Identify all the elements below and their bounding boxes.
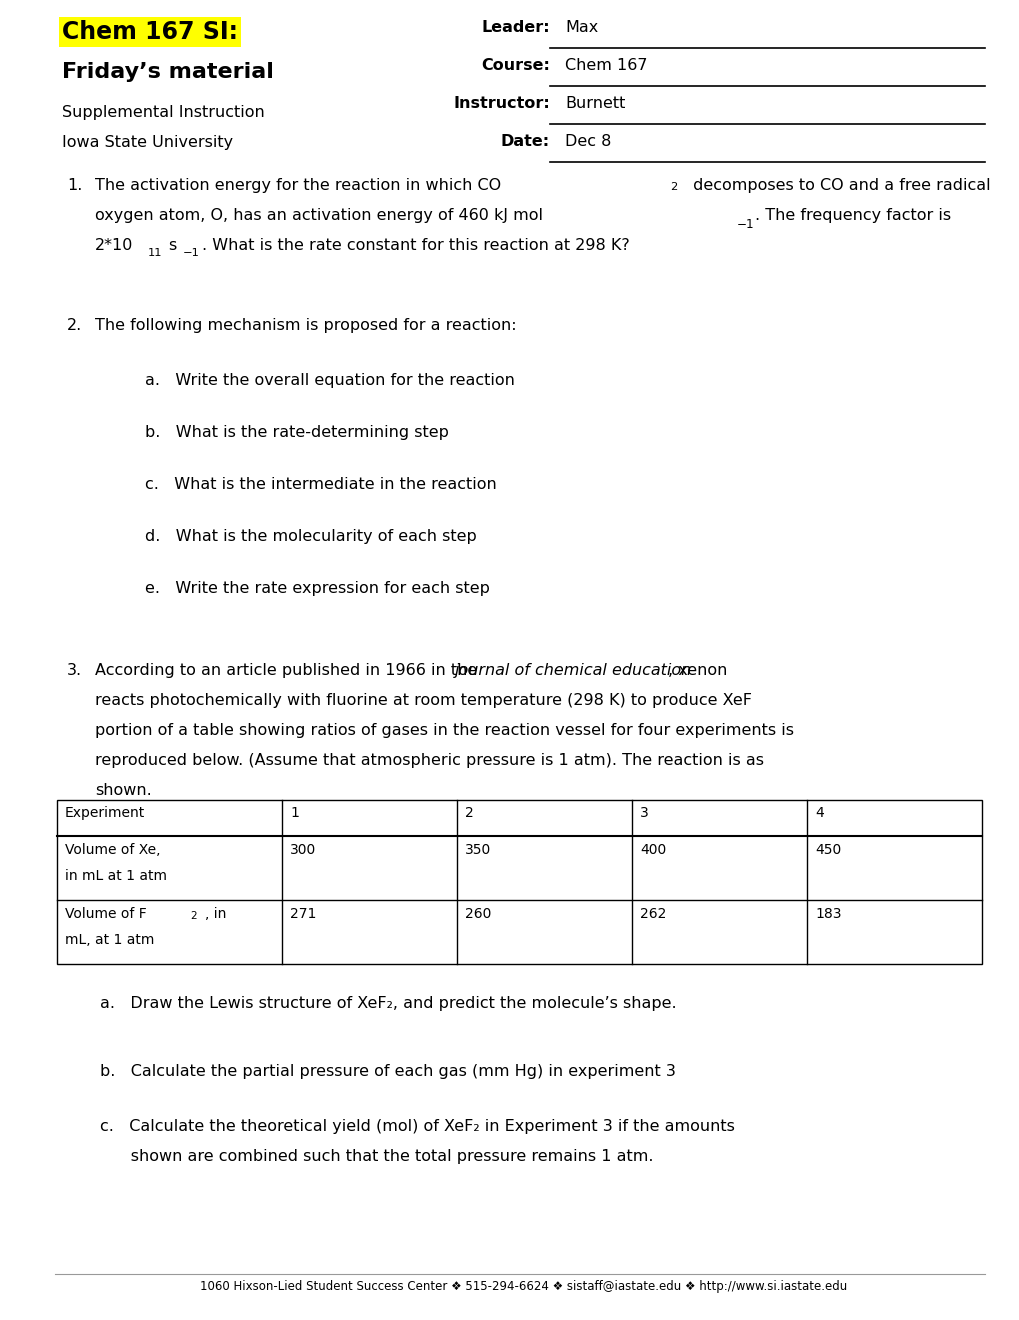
Text: 3.: 3. (67, 663, 83, 678)
Text: 2: 2 (669, 182, 677, 191)
Text: Experiment: Experiment (65, 807, 145, 820)
Text: s: s (168, 238, 176, 253)
Text: 2: 2 (465, 807, 473, 820)
Text: Max: Max (565, 20, 598, 36)
Text: 2: 2 (190, 911, 197, 921)
Text: b.   What is the rate-determining step: b. What is the rate-determining step (145, 425, 448, 440)
Text: . What is the rate constant for this reaction at 298 K?: . What is the rate constant for this rea… (202, 238, 629, 253)
Text: −1: −1 (182, 248, 200, 257)
Text: decomposes to CO and a free radical: decomposes to CO and a free radical (688, 178, 989, 193)
Text: Friday’s material: Friday’s material (62, 62, 274, 82)
Text: a.   Write the overall equation for the reaction: a. Write the overall equation for the re… (145, 374, 515, 388)
Text: a.   Draw the Lewis structure of XeF₂, and predict the molecule’s shape.: a. Draw the Lewis structure of XeF₂, and… (100, 997, 676, 1011)
Text: shown are combined such that the total pressure remains 1 atm.: shown are combined such that the total p… (100, 1148, 653, 1164)
Text: portion of a table showing ratios of gases in the reaction vessel for four exper: portion of a table showing ratios of gas… (95, 723, 793, 738)
Text: c.   What is the intermediate in the reaction: c. What is the intermediate in the react… (145, 477, 496, 492)
Text: 1: 1 (289, 807, 299, 820)
Text: 1060 Hixson-Lied Student Success Center ❖ 515-294-6624 ❖ sistaff@iastate.edu ❖ h: 1060 Hixson-Lied Student Success Center … (200, 1280, 847, 1294)
Text: 4: 4 (814, 807, 823, 820)
Text: Iowa State University: Iowa State University (62, 135, 233, 150)
Text: 183: 183 (814, 907, 841, 921)
Text: mL, at 1 atm: mL, at 1 atm (65, 933, 154, 946)
Text: Chem 167 SI:: Chem 167 SI: (62, 20, 237, 44)
Text: d.   What is the molecularity of each step: d. What is the molecularity of each step (145, 529, 476, 544)
Text: The following mechanism is proposed for a reaction:: The following mechanism is proposed for … (95, 318, 516, 333)
Bar (57, 800, 981, 964)
Text: Leader:: Leader: (481, 20, 549, 36)
Text: reacts photochemically with fluorine at room temperature (298 K) to produce XeF: reacts photochemically with fluorine at … (95, 693, 751, 708)
Text: The activation energy for the reaction in which CO: The activation energy for the reaction i… (95, 178, 500, 193)
Text: . The frequency factor is: . The frequency factor is (754, 209, 950, 223)
Text: 400: 400 (639, 843, 665, 857)
Text: journal of chemical education: journal of chemical education (454, 663, 692, 678)
Text: 350: 350 (465, 843, 491, 857)
Text: 11: 11 (148, 248, 162, 257)
Text: According to an article published in 1966 in the: According to an article published in 196… (95, 663, 482, 678)
Text: c.   Calculate the theoretical yield (mol) of XeF₂ in Experiment 3 if the amount: c. Calculate the theoretical yield (mol)… (100, 1119, 734, 1134)
Text: b.   Calculate the partial pressure of each gas (mm Hg) in experiment 3: b. Calculate the partial pressure of eac… (100, 1064, 676, 1078)
Text: shown.: shown. (95, 783, 152, 799)
Text: oxygen atom, O, has an activation energy of 460 kJ mol: oxygen atom, O, has an activation energy… (95, 209, 542, 223)
Text: reproduced below. (Assume that atmospheric pressure is 1 atm). The reaction is a: reproduced below. (Assume that atmospher… (95, 752, 763, 768)
Text: 450: 450 (814, 843, 841, 857)
Text: 271: 271 (289, 907, 316, 921)
Text: in mL at 1 atm: in mL at 1 atm (65, 869, 167, 883)
Text: 262: 262 (639, 907, 665, 921)
Text: Supplemental Instruction: Supplemental Instruction (62, 106, 265, 120)
Text: , xenon: , xenon (667, 663, 727, 678)
Text: 3: 3 (639, 807, 648, 820)
Text: 1.: 1. (67, 178, 83, 193)
Text: Course:: Course: (481, 58, 549, 73)
Text: 260: 260 (465, 907, 491, 921)
Text: −1: −1 (737, 218, 754, 231)
Text: Volume of Xe,: Volume of Xe, (65, 843, 160, 857)
Text: Date:: Date: (500, 135, 549, 149)
Text: 300: 300 (289, 843, 316, 857)
Text: Instructor:: Instructor: (452, 96, 549, 111)
Text: Burnett: Burnett (565, 96, 625, 111)
Text: 2*10: 2*10 (95, 238, 133, 253)
Text: Volume of F: Volume of F (65, 907, 147, 921)
Text: Chem 167: Chem 167 (565, 58, 647, 73)
Text: , in: , in (205, 907, 226, 921)
Text: Dec 8: Dec 8 (565, 135, 610, 149)
Text: e.   Write the rate expression for each step: e. Write the rate expression for each st… (145, 581, 489, 597)
Text: 2.: 2. (67, 318, 83, 333)
